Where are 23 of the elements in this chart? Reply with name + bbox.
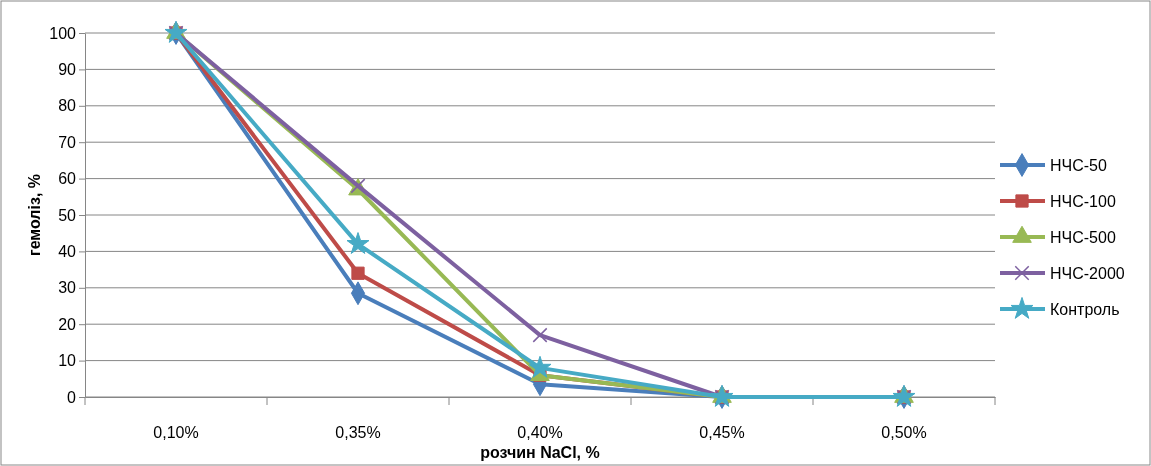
- y-tick-label: 10: [58, 352, 77, 370]
- y-tick-label: 60: [58, 170, 77, 188]
- y-tick-label: 40: [58, 243, 77, 261]
- legend-label: Контроль: [1050, 301, 1120, 318]
- x-tick-label: 0,40%: [517, 424, 563, 442]
- y-tick-label: 90: [58, 61, 77, 79]
- y-axis-title: гемоліз, %: [26, 173, 43, 257]
- y-tick-label: 80: [58, 97, 77, 115]
- y-tick-label: 50: [58, 206, 77, 224]
- y-tick-label: 20: [58, 315, 77, 333]
- x-tick-label: 0,35%: [335, 424, 381, 442]
- x-tick-label: 0,45%: [699, 424, 745, 442]
- legend-label: НЧС-2000: [1050, 265, 1125, 282]
- legend-label: НЧС-50: [1050, 157, 1107, 174]
- x-axis-title: розчин NaCl, %: [480, 444, 600, 461]
- legend-label: НЧС-500: [1050, 229, 1116, 246]
- x-tick-label: 0,10%: [153, 424, 199, 442]
- y-tick-label: 30: [58, 279, 77, 297]
- y-tick-label: 70: [58, 133, 77, 151]
- y-tick-label: 100: [49, 24, 77, 42]
- legend-label: НЧС-100: [1050, 193, 1116, 210]
- x-tick-label: 0,50%: [881, 424, 927, 442]
- y-tick-label: 0: [67, 388, 77, 406]
